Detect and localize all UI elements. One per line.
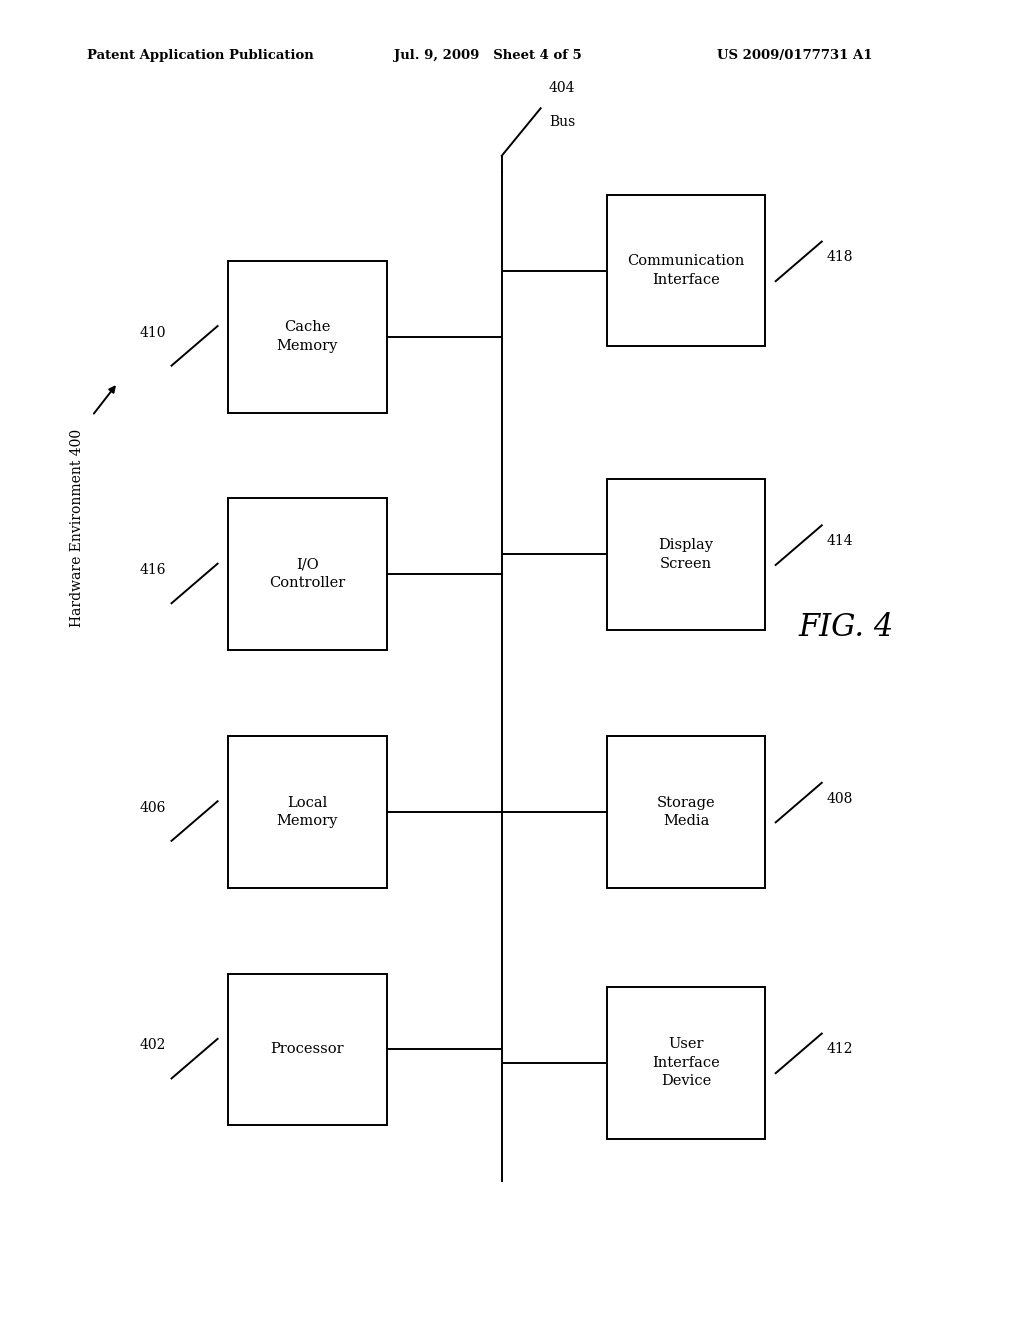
Text: 412: 412 [827,1043,853,1056]
Text: Patent Application Publication: Patent Application Publication [87,49,313,62]
Text: 414: 414 [827,535,854,548]
Text: US 2009/0177731 A1: US 2009/0177731 A1 [717,49,872,62]
Text: FIG. 4: FIG. 4 [799,611,894,643]
Text: Cache
Memory: Cache Memory [276,321,338,352]
Text: 408: 408 [827,792,853,805]
Bar [227,499,386,651]
Text: Local
Memory: Local Memory [276,796,338,828]
Text: 404: 404 [549,81,575,95]
Text: 402: 402 [140,1039,166,1052]
Text: Storage
Media: Storage Media [656,796,716,828]
Bar [606,987,766,1138]
Bar [227,737,386,887]
Text: Hardware Environment 400: Hardware Environment 400 [70,429,84,627]
Text: Jul. 9, 2009   Sheet 4 of 5: Jul. 9, 2009 Sheet 4 of 5 [394,49,582,62]
Text: Communication
Interface: Communication Interface [628,255,744,286]
Bar [227,974,386,1125]
Text: 416: 416 [140,564,166,577]
Text: I/O
Controller: I/O Controller [269,558,345,590]
Text: Display
Screen: Display Screen [658,539,714,570]
Text: Bus: Bus [549,115,575,129]
Text: User
Interface
Device: User Interface Device [652,1038,720,1088]
Text: 406: 406 [140,801,166,814]
Bar [227,261,386,412]
Bar [606,479,766,631]
Bar [606,737,766,887]
Bar [606,194,766,346]
Text: 410: 410 [140,326,166,339]
Text: Processor: Processor [270,1043,344,1056]
Text: 418: 418 [827,251,853,264]
